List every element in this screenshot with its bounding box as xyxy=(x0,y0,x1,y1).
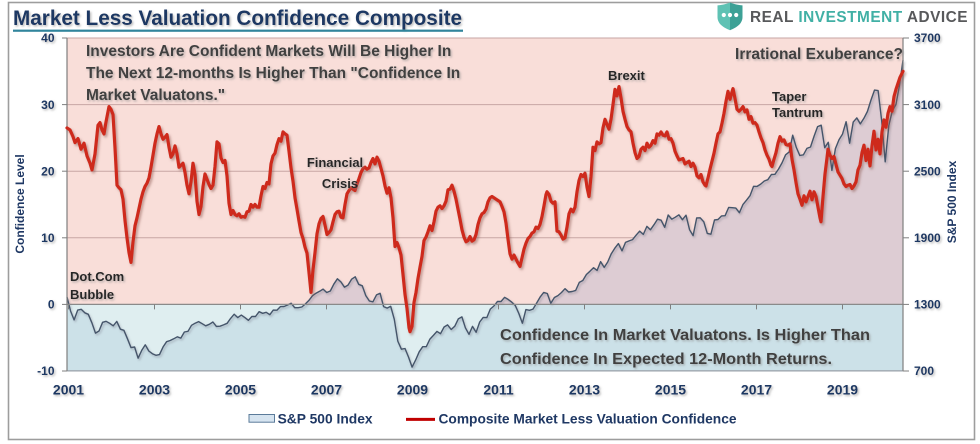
svg-text:2500: 2500 xyxy=(914,164,941,178)
svg-text:Market Less Valuation Confiden: Market Less Valuation Confidence Composi… xyxy=(13,6,462,30)
svg-text:Brexit: Brexit xyxy=(608,68,646,83)
svg-text:2015: 2015 xyxy=(655,382,686,398)
svg-text:3700: 3700 xyxy=(914,31,941,45)
svg-text:20: 20 xyxy=(41,164,55,178)
svg-text:S&P 500 Index: S&P 500 Index xyxy=(945,160,959,243)
svg-text:S&P 500 Index: S&P 500 Index xyxy=(278,411,373,427)
svg-text:Confidence In Expected 12-Mont: Confidence In Expected 12-Month Returns. xyxy=(500,351,832,368)
svg-text:Investors Are Confident Market: Investors Are Confident Markets Will Be … xyxy=(86,43,451,60)
svg-text:Crisis: Crisis xyxy=(322,176,358,191)
svg-text:Composite Market Less Valuatio: Composite Market Less Valuation Confiden… xyxy=(439,411,737,427)
svg-text:40: 40 xyxy=(41,31,55,45)
svg-text:-10: -10 xyxy=(37,364,55,378)
svg-text:0: 0 xyxy=(48,298,55,312)
svg-text:Confidence Level: Confidence Level xyxy=(13,154,27,253)
svg-text:2011: 2011 xyxy=(483,382,514,398)
svg-text:1900: 1900 xyxy=(914,231,941,245)
svg-text:Financial: Financial xyxy=(307,155,363,170)
svg-text:2001: 2001 xyxy=(53,382,84,398)
svg-text:Dot.Com: Dot.Com xyxy=(70,269,124,284)
svg-text:Confidence In Market Valuatons: Confidence In Market Valuatons. Is Highe… xyxy=(500,327,870,344)
svg-text:2019: 2019 xyxy=(827,382,858,398)
svg-text:3100: 3100 xyxy=(914,98,941,112)
svg-text:REAL INVESTMENT ADVICE: REAL INVESTMENT ADVICE xyxy=(750,9,968,26)
svg-text:Taper: Taper xyxy=(772,89,806,104)
svg-text:700: 700 xyxy=(914,364,934,378)
svg-text:Market Valuatons.": Market Valuatons." xyxy=(86,87,225,104)
svg-text:2013: 2013 xyxy=(569,382,600,398)
svg-text:30: 30 xyxy=(41,98,55,112)
svg-text:2005: 2005 xyxy=(225,382,256,398)
svg-text:2007: 2007 xyxy=(311,382,342,398)
svg-text:Irrational Exuberance?: Irrational Exuberance? xyxy=(735,46,903,63)
svg-text:The Next 12-months Is Higher T: The Next 12-months Is Higher Than "Confi… xyxy=(86,65,460,82)
svg-text:2017: 2017 xyxy=(741,382,772,398)
svg-text:Tantrum: Tantrum xyxy=(772,105,823,120)
svg-text:2009: 2009 xyxy=(397,382,428,398)
svg-text:2003: 2003 xyxy=(139,382,170,398)
svg-text:Bubble: Bubble xyxy=(70,287,114,302)
svg-text:10: 10 xyxy=(41,231,55,245)
svg-text:1300: 1300 xyxy=(914,298,941,312)
